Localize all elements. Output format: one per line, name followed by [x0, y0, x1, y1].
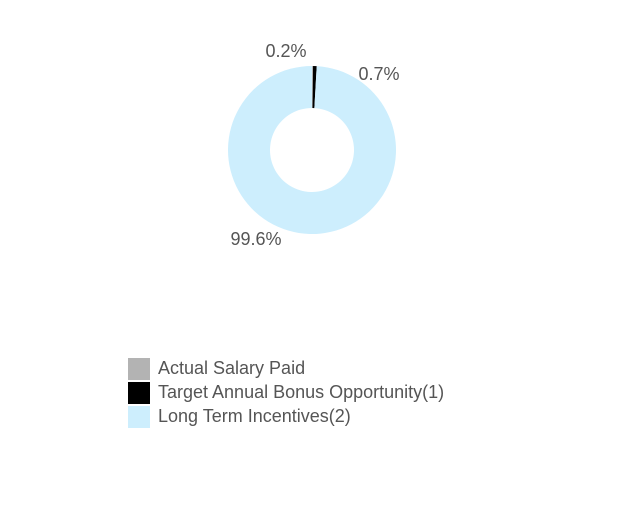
- data-label: 0.2%: [265, 41, 306, 61]
- legend-label: Long Term Incentives(2): [158, 406, 351, 426]
- data-label: 99.6%: [230, 229, 281, 249]
- legend-swatch: [128, 406, 150, 428]
- pie-slice: [312, 66, 317, 109]
- pie-slice: [228, 66, 397, 234]
- legend-label: Target Annual Bonus Opportunity(1): [158, 382, 444, 402]
- legend-label: Actual Salary Paid: [158, 358, 305, 378]
- legend-swatch: [128, 358, 150, 380]
- pie-slice: [312, 66, 314, 109]
- legend-swatch: [128, 382, 150, 404]
- data-label: 0.7%: [358, 64, 399, 84]
